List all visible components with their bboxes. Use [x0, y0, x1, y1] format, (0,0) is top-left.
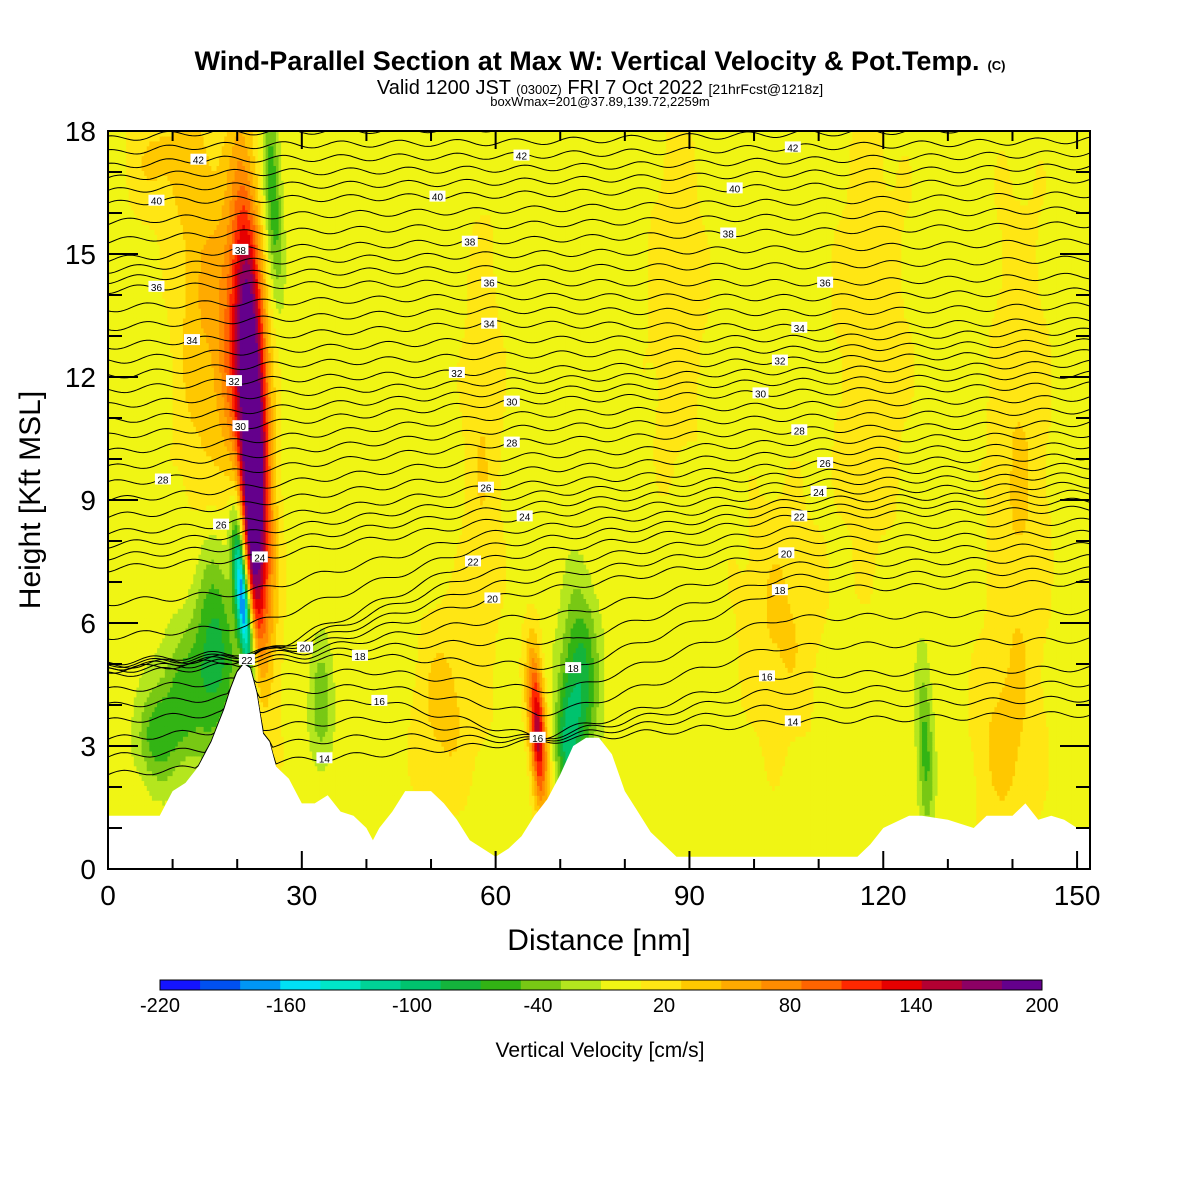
box-info: boxWmax=201@37.89,139.72,2259m [490, 94, 710, 109]
cross-section-chart: Wind-Parallel Section at Max W: Vertical… [0, 0, 1200, 1200]
copyright-mark: (C) [987, 58, 1005, 73]
forecast-info: [21hrFcst@1218z] [709, 81, 824, 97]
chart-title: Wind-Parallel Section at Max W: Vertical… [194, 46, 1005, 76]
